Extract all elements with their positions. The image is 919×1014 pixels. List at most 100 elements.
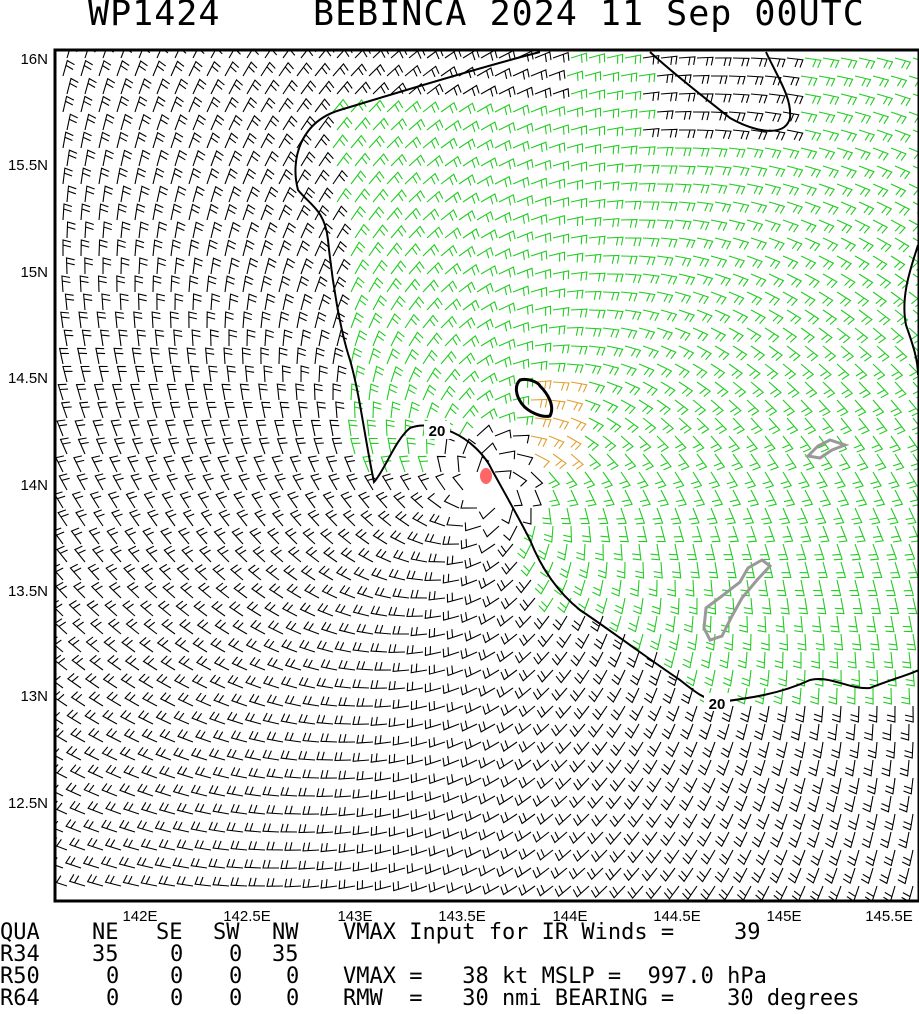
wind-barb <box>58 347 69 365</box>
wind-barb <box>298 860 316 870</box>
wind-barb <box>98 203 109 221</box>
wind-barb <box>886 705 896 723</box>
wind-barb <box>440 137 458 150</box>
wind-barb <box>552 453 567 470</box>
wind-barb <box>512 249 530 261</box>
wind-barb <box>765 489 778 507</box>
wind-barb <box>692 219 710 231</box>
wind-barb <box>444 84 462 96</box>
wind-barb <box>840 129 858 142</box>
wind-barb <box>642 453 655 471</box>
wind-barb <box>422 384 437 401</box>
wind-barb <box>238 473 250 491</box>
wind-barb <box>148 383 159 401</box>
wind-barb <box>404 383 418 401</box>
wind-barb <box>660 417 675 434</box>
wind-barb <box>589 651 604 668</box>
wind-barb <box>592 669 608 685</box>
wind-barb <box>444 403 460 419</box>
wind-barb <box>57 509 69 527</box>
wind-barb <box>861 867 874 885</box>
wind-barb <box>534 380 552 390</box>
header-nw: NW <box>272 920 299 945</box>
wind-barb <box>536 741 554 754</box>
wind-barb <box>246 79 262 95</box>
wind-barb <box>191 674 208 689</box>
wind-barb <box>690 561 700 579</box>
wind-barb <box>224 239 237 257</box>
wind-barb <box>350 312 364 329</box>
wind-barb <box>602 291 620 301</box>
wind-barb <box>555 705 572 719</box>
wind-barb <box>566 143 584 154</box>
wind-barb <box>116 131 129 149</box>
lat-label-15n: 15N <box>20 264 48 281</box>
wind-barb <box>761 597 772 615</box>
wind-barb <box>818 399 831 417</box>
wind-barb <box>728 363 743 380</box>
wind-barb <box>87 563 100 581</box>
wind-barb <box>160 527 172 545</box>
wind-barb <box>846 687 856 705</box>
wind-barb <box>350 134 367 149</box>
wind-barb <box>138 673 154 689</box>
wind-barb <box>296 275 309 293</box>
wind-barb <box>534 417 552 428</box>
wind-barb <box>94 473 106 491</box>
wind-barb <box>356 734 374 744</box>
wind-barb <box>386 135 403 149</box>
wind-barb <box>478 829 496 841</box>
wind-barb <box>332 383 342 401</box>
wind-barb <box>732 93 750 104</box>
wind-barb <box>656 255 674 267</box>
wind-barb <box>879 867 892 885</box>
wind-barb <box>125 491 138 509</box>
wind-barb <box>865 849 878 867</box>
wind-barb <box>368 312 383 329</box>
wind-barb <box>660 345 677 360</box>
wind-barb <box>567 489 579 507</box>
wind-barb <box>500 633 518 645</box>
wind-barb <box>426 190 444 203</box>
wind-barb <box>426 297 443 311</box>
wind-barb <box>868 543 880 561</box>
wind-barb <box>602 327 620 339</box>
wind-barb <box>660 831 676 847</box>
wind-barb <box>210 637 226 653</box>
wind-barb <box>214 619 230 635</box>
wind-barb <box>242 132 257 149</box>
wind-barb <box>428 591 446 601</box>
wind-barb <box>316 401 326 419</box>
wind-barb <box>224 311 234 329</box>
wind-barb <box>70 691 86 707</box>
wind-barb <box>230 564 244 581</box>
wind-barb <box>340 547 356 563</box>
wind-barb <box>408 50 426 59</box>
wind-barb <box>630 669 644 686</box>
wind-barb <box>588 198 606 209</box>
wind-barb <box>318 329 330 347</box>
wind-barb <box>660 128 678 138</box>
wind-barb <box>154 783 172 797</box>
wind-barb <box>156 185 169 203</box>
wind-barb <box>152 167 165 185</box>
wind-barb <box>627 849 644 864</box>
wind-barb <box>579 507 590 525</box>
wind-barb <box>902 651 912 669</box>
wind-barb <box>768 309 784 325</box>
wind-barb <box>227 638 244 653</box>
wind-barb <box>392 844 410 856</box>
wind-barb <box>131 347 142 365</box>
wind-barb <box>426 402 440 419</box>
wind-barb <box>422 101 440 113</box>
wind-barb <box>687 633 698 651</box>
wind-barb <box>138 78 152 95</box>
wind-barb <box>356 585 374 599</box>
wind-barb <box>156 149 169 167</box>
wind-barb <box>141 765 158 779</box>
wind-barb <box>354 152 371 167</box>
wind-barb <box>500 776 518 788</box>
wind-barb <box>514 794 532 807</box>
wind-barb <box>638 109 656 119</box>
wind-barb <box>390 50 408 59</box>
